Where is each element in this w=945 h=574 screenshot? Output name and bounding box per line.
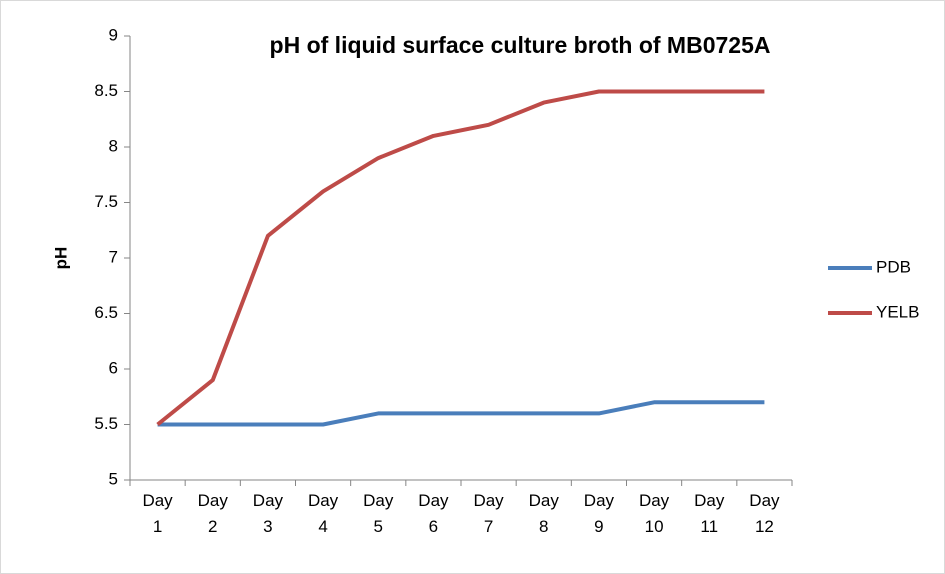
y-tick-label: 6.5 — [94, 303, 118, 322]
x-tick-label: Day 7 — [473, 491, 504, 536]
y-tick-label: 8 — [109, 136, 118, 155]
x-tick-label: Day 12 — [749, 491, 780, 536]
y-tick-label: 7.5 — [94, 192, 118, 211]
x-tick-label: Day 4 — [308, 491, 339, 536]
y-tick-label: 8.5 — [94, 81, 118, 100]
x-tick-label: Day 9 — [584, 491, 615, 536]
x-tick-label: Day 11 — [694, 491, 725, 536]
x-tick-label: Day 10 — [639, 491, 670, 536]
y-tick-label: 6 — [109, 358, 118, 377]
y-tick-label: 9 — [109, 25, 118, 44]
y-tick-label: 5.5 — [94, 414, 118, 433]
x-tick-label: Day 3 — [253, 491, 284, 536]
series-line — [156, 89, 765, 427]
x-tick-label: Day 6 — [418, 491, 449, 536]
x-tick-label: Day 8 — [529, 491, 560, 536]
chart-title: pH of liquid surface culture broth of MB… — [270, 32, 771, 58]
legend-label: PDB — [876, 257, 911, 276]
y-tick-label: 5 — [109, 469, 118, 488]
series-line — [157, 400, 765, 427]
x-tick-label: Day 5 — [363, 491, 394, 536]
y-tick-label: 7 — [109, 247, 118, 266]
y-axis-label: pH — [51, 247, 70, 270]
legend-label: YELB — [876, 302, 919, 321]
x-tick-label: Day 1 — [142, 491, 173, 536]
x-tick-label: Day 2 — [198, 491, 229, 536]
